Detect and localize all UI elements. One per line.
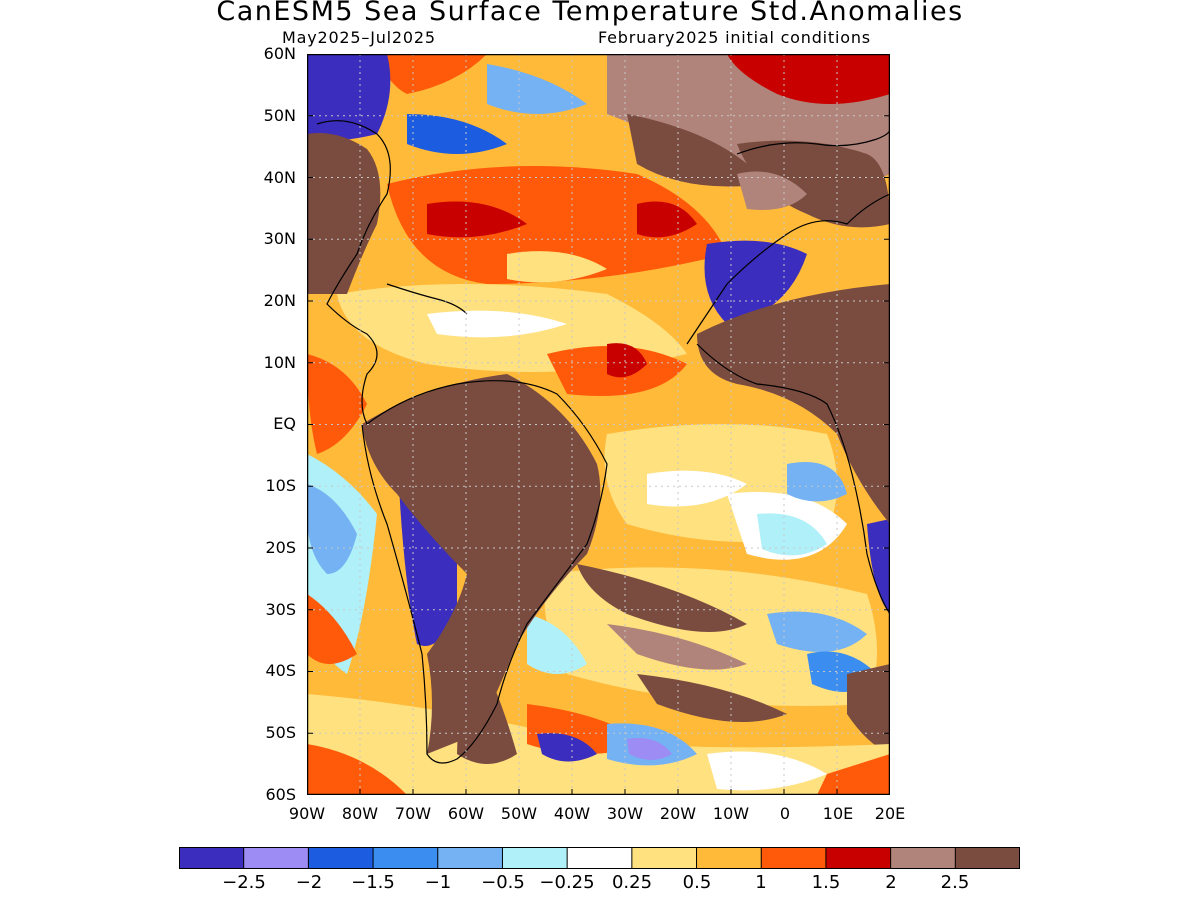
colorbar-swatch [825,847,892,869]
colorbar-label: −0.5 [481,872,525,893]
coastline [686,193,890,345]
lon-label: 10W [712,804,750,823]
lon-label: 40W [553,804,591,823]
anomaly-patch [627,114,767,187]
initial-conditions: February2025 initial conditions [598,28,871,47]
coastline [386,283,468,315]
colorbar-label: 2.5 [940,872,970,893]
anomaly-patch [537,733,597,762]
lat-label: 50S [265,723,296,742]
lat-label: 20N [263,291,296,310]
colorbar-swatch [954,847,1020,869]
anomaly-patch [627,738,672,760]
lon-label: 90W [288,804,326,823]
lat-label: 60S [265,785,296,804]
lat-label: 60N [263,44,296,63]
lon-label: 30W [606,804,644,823]
lon-label: 10E [822,804,854,823]
colorbar-label: −1 [424,872,452,893]
lon-label: 80W [341,804,379,823]
anomaly-patch [637,674,787,722]
lat-label: 30S [265,600,296,619]
colorbar-swatch [372,847,439,869]
anomaly-patch [847,664,890,754]
lon-label: 60W [447,804,485,823]
land-south-america-south [457,654,517,764]
lon-label: 20W [659,804,697,823]
colorbar-label: 1.5 [811,872,841,893]
anomaly-patch [867,519,890,614]
colorbar-label: −2 [295,872,323,893]
colorbar-label: −0.25 [539,872,595,893]
lat-label: 40S [265,661,296,680]
anomaly-patch [647,470,747,507]
anomaly-patch [704,240,807,324]
lon-label: 0 [779,804,791,823]
forecast-period: May2025–Jul2025 [282,28,436,47]
lat-label: 20S [265,538,296,557]
anomaly-patch [307,54,391,141]
coastline [316,120,608,764]
colorbar-swatch [243,847,310,869]
axis-ticks [307,115,890,795]
colorbar-label: −1.5 [351,872,395,893]
lat-label: 30N [263,229,296,248]
land-north-america [307,133,381,294]
anomaly-patch [307,594,357,664]
colorbar-label: 2 [885,872,897,893]
anomaly-patch [817,754,890,795]
gridlines [307,54,890,795]
anomaly-patch [767,611,867,652]
land-europe [737,140,890,228]
colorbar-label: 1 [755,872,767,893]
colorbar-swatch [696,847,763,869]
anomaly-patch [607,624,747,670]
anomaly-map [307,54,890,795]
colorbar-swatch [501,847,569,869]
anomaly-patch [707,751,827,791]
colorbar-label: 0.25 [611,872,653,893]
anomaly-patch [307,744,407,795]
anomaly-patch [427,201,527,238]
land-africa [697,284,890,524]
anomaly-patch [487,64,587,114]
anomaly-patch [307,484,357,574]
anomaly-patch [787,462,847,502]
colorbar-label: −2.5 [222,872,266,893]
lon-label: 20E [874,804,906,823]
anomaly-patch [727,54,890,104]
anomaly-patch [527,614,587,674]
anomaly-patch [757,513,827,556]
lat-label: 10N [263,353,296,372]
lat-label: 50N [263,106,296,125]
colorbar-swatch [566,847,633,869]
coastline [736,128,890,155]
land-iberia [737,171,807,210]
anomaly-patch [387,166,727,284]
colorbar-swatch [437,847,504,869]
anomaly-patch [507,251,607,283]
coastline [696,343,890,615]
anomaly-patch [427,310,567,338]
lat-label: EQ [273,414,296,433]
colorbar-swatch [179,847,245,869]
colorbar-swatch [760,847,827,869]
colorbar-swatch [890,847,957,869]
lon-label: 70W [394,804,432,823]
anomaly-patch [407,114,507,154]
anomaly-patch [577,564,747,632]
anomaly-patch [637,201,697,238]
colorbar-swatch [307,847,375,869]
anomaly-patch [377,54,487,94]
lon-label: 50W [500,804,538,823]
land-south-america [362,374,601,754]
chart-title: CanESM5 Sea Surface Temperature Std.Anom… [216,0,964,27]
anomaly-patch [607,343,647,378]
lat-label: 10S [265,476,296,495]
anomaly-patch [307,354,367,454]
colorbar-swatch [631,847,698,869]
colorbar-label: 0.5 [682,872,712,893]
lat-label: 40N [263,168,296,187]
colorbar [179,847,1020,869]
